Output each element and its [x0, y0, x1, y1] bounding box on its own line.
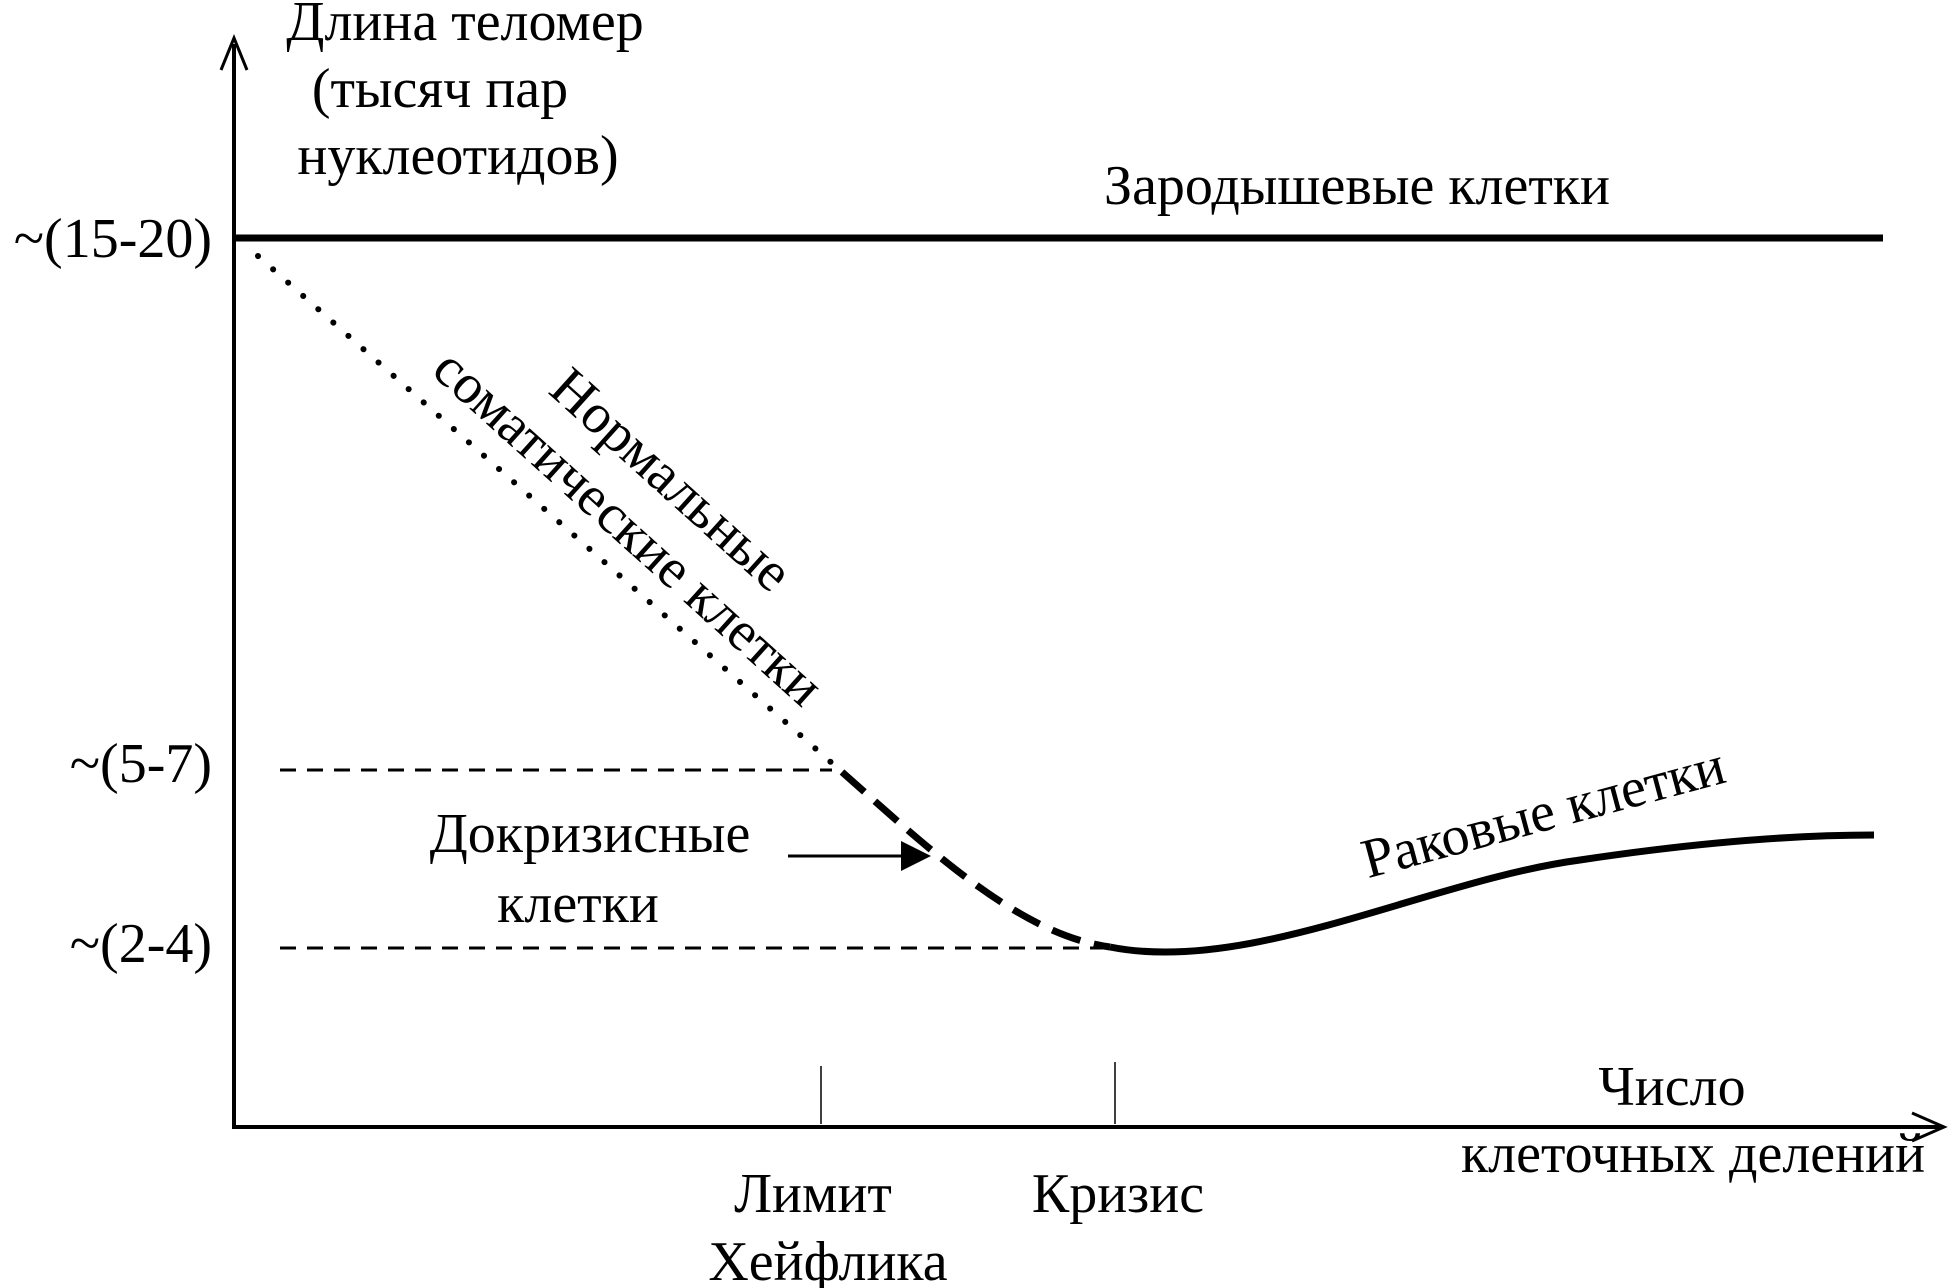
- y-tick-2-4: ~(2-4): [70, 913, 212, 975]
- y-tick-5-7: ~(5-7): [70, 733, 212, 795]
- crisis-label: Кризис: [1032, 1163, 1204, 1225]
- x-axis-label-line-2: клеточных делений: [1461, 1123, 1925, 1185]
- precrisis-cells-curve: [839, 769, 1111, 951]
- x-axis: [232, 1111, 1948, 1143]
- x-axis-label-line-1: Число: [1598, 1056, 1745, 1118]
- y-tick-15-20: ~(15-20): [14, 208, 212, 270]
- hayflick-limit-label-line-1: Лимит: [734, 1163, 892, 1225]
- y-axis-label-line-2: (тысяч пар: [312, 58, 568, 120]
- hayflick-limit-label-line-2: Хейфлика: [708, 1231, 947, 1288]
- cancer-cells-curve: [1109, 831, 1875, 956]
- germ-cells-label: Зародышевые клетки: [1104, 155, 1610, 217]
- y-axis: [219, 34, 249, 1127]
- somatic-cells-label: Нормальные соматические клетки: [421, 337, 835, 719]
- y-axis-label-line-1: Длина теломер: [286, 0, 643, 53]
- somatic-cells-label-line-2: соматические клетки: [421, 337, 835, 719]
- precrisis-cells-label-line-1: Докризисные: [430, 803, 751, 865]
- precrisis-cells-label-line-2: клетки: [497, 873, 659, 935]
- y-axis-label-line-3: нуклеотидов): [297, 125, 618, 187]
